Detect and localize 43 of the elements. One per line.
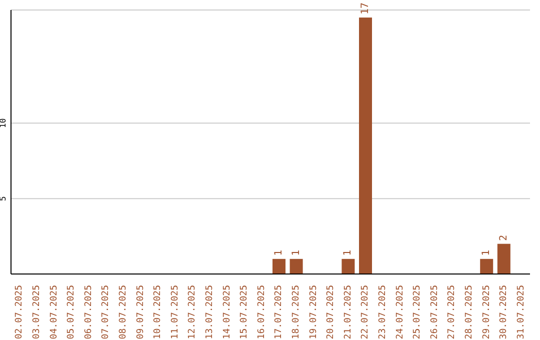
bar xyxy=(359,18,372,274)
x-tick-label: 25.07.2025 xyxy=(412,285,423,340)
x-tick-label: 20.07.2025 xyxy=(326,285,336,340)
bar xyxy=(342,258,355,274)
x-tick-label: 09.07.2025 xyxy=(136,285,146,340)
x-tick-label: 05.07.2025 xyxy=(66,285,77,340)
x-tick-label: 21.07.2025 xyxy=(343,285,354,340)
data-label: 1 xyxy=(290,250,302,256)
x-tick-label: 28.07.2025 xyxy=(464,285,474,340)
data-label: 2 xyxy=(498,234,510,241)
x-tick-label: 19.07.2025 xyxy=(308,285,319,340)
x-tick-label: 03.07.2025 xyxy=(32,285,42,340)
x-tick-label: 04.07.2025 xyxy=(49,285,60,340)
x-tick-label: 30.07.2025 xyxy=(499,285,510,340)
x-tick-label: 31.07.2025 xyxy=(516,285,526,340)
data-label: 1 xyxy=(274,250,284,256)
x-tick-label: 15.07.2025 xyxy=(240,285,250,340)
data-label: 1 xyxy=(342,250,354,256)
x-tick-label: 26.07.2025 xyxy=(430,285,440,340)
x-tick-label: 22.07.2025 xyxy=(360,285,371,340)
x-tick-label: 12.07.2025 xyxy=(188,285,198,340)
x-tick-label: 02.07.2025 xyxy=(14,285,25,340)
bar xyxy=(497,244,510,274)
x-tick-label: 13.07.2025 xyxy=(204,285,215,340)
x-tick-label: 29.07.2025 xyxy=(482,285,492,340)
bar xyxy=(290,258,303,274)
data-label: 17 xyxy=(360,2,371,15)
x-tick-label: 10.07.2025 xyxy=(153,285,164,340)
x-tick-label: 06.07.2025 xyxy=(84,285,94,340)
y-tick-label: 5 xyxy=(0,196,8,201)
x-tick-label: 08.07.2025 xyxy=(118,285,128,340)
bar xyxy=(480,258,494,274)
bar xyxy=(272,258,286,274)
x-tick-label: 23.07.2025 xyxy=(378,285,388,340)
x-tick-label: 14.07.2025 xyxy=(222,285,232,340)
x-tick-label: 11.07.2025 xyxy=(170,285,180,340)
data-label: 1 xyxy=(481,250,492,256)
x-tick-label: 16.07.2025 xyxy=(256,285,267,340)
x-tick-label: 27.07.2025 xyxy=(447,285,458,340)
x-tick-label: 18.07.2025 xyxy=(291,285,302,340)
x-tick-label: 24.07.2025 xyxy=(395,285,406,340)
x-tick-label: 17.07.2025 xyxy=(274,285,284,340)
x-tick-label: 07.07.2025 xyxy=(101,285,112,340)
